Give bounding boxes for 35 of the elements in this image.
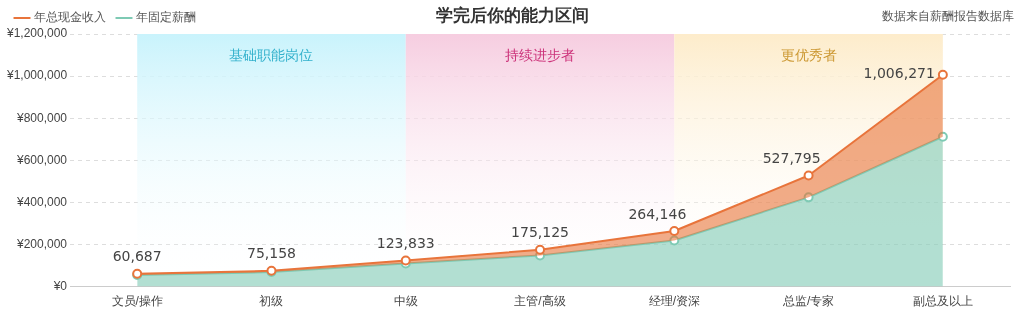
y-tick-label: ¥600,000 xyxy=(16,152,68,167)
point xyxy=(803,170,814,181)
text: 数据来自薪酬报告数据库 xyxy=(882,8,1014,25)
point xyxy=(535,244,546,255)
point xyxy=(937,69,948,80)
data-label: 1,006,271 xyxy=(863,65,935,82)
x-tick-label: 副总及以上 xyxy=(912,294,973,309)
band-label: 基础职能岗位 xyxy=(229,46,314,63)
y-tick-label: ¥800,000 xyxy=(16,110,68,125)
legend-label: 年固定薪酬 xyxy=(136,10,196,25)
legend-label: 年总现金收入 xyxy=(34,10,106,25)
x-tick-label: 经理/资深 xyxy=(648,294,700,309)
y-tick-label: ¥1,200,000 xyxy=(6,26,68,41)
x-tick-label: 中级 xyxy=(393,294,418,309)
x-tick-label: 初级 xyxy=(259,294,284,309)
point xyxy=(669,226,680,236)
y-tick-label: ¥1,000,000 xyxy=(6,68,68,83)
band-label: 持续进步者 xyxy=(505,46,576,63)
data-label: 175,125 xyxy=(511,224,569,241)
y-tick-label: ¥200,000 xyxy=(16,236,68,251)
chart-title: 学完后你的能力区间 xyxy=(435,5,589,25)
point xyxy=(937,131,948,142)
x-tick-label: 主管/高级 xyxy=(514,294,566,309)
data-label: 60,687 xyxy=(112,248,162,265)
band-label: 更优秀者 xyxy=(780,46,837,63)
data-label: 75,158 xyxy=(246,245,296,262)
data-label: 264,146 xyxy=(628,205,687,222)
x-tick-label: 文员/操作 xyxy=(111,294,163,309)
x-tick-label: 总监/专家 xyxy=(781,294,835,309)
y-tick-label: ¥400,000 xyxy=(16,194,68,209)
data-label: 527,795 xyxy=(762,150,821,167)
point xyxy=(669,235,680,246)
y-tick-label: ¥0 xyxy=(52,278,68,293)
point xyxy=(803,192,814,203)
data-label: 123,833 xyxy=(376,235,435,252)
